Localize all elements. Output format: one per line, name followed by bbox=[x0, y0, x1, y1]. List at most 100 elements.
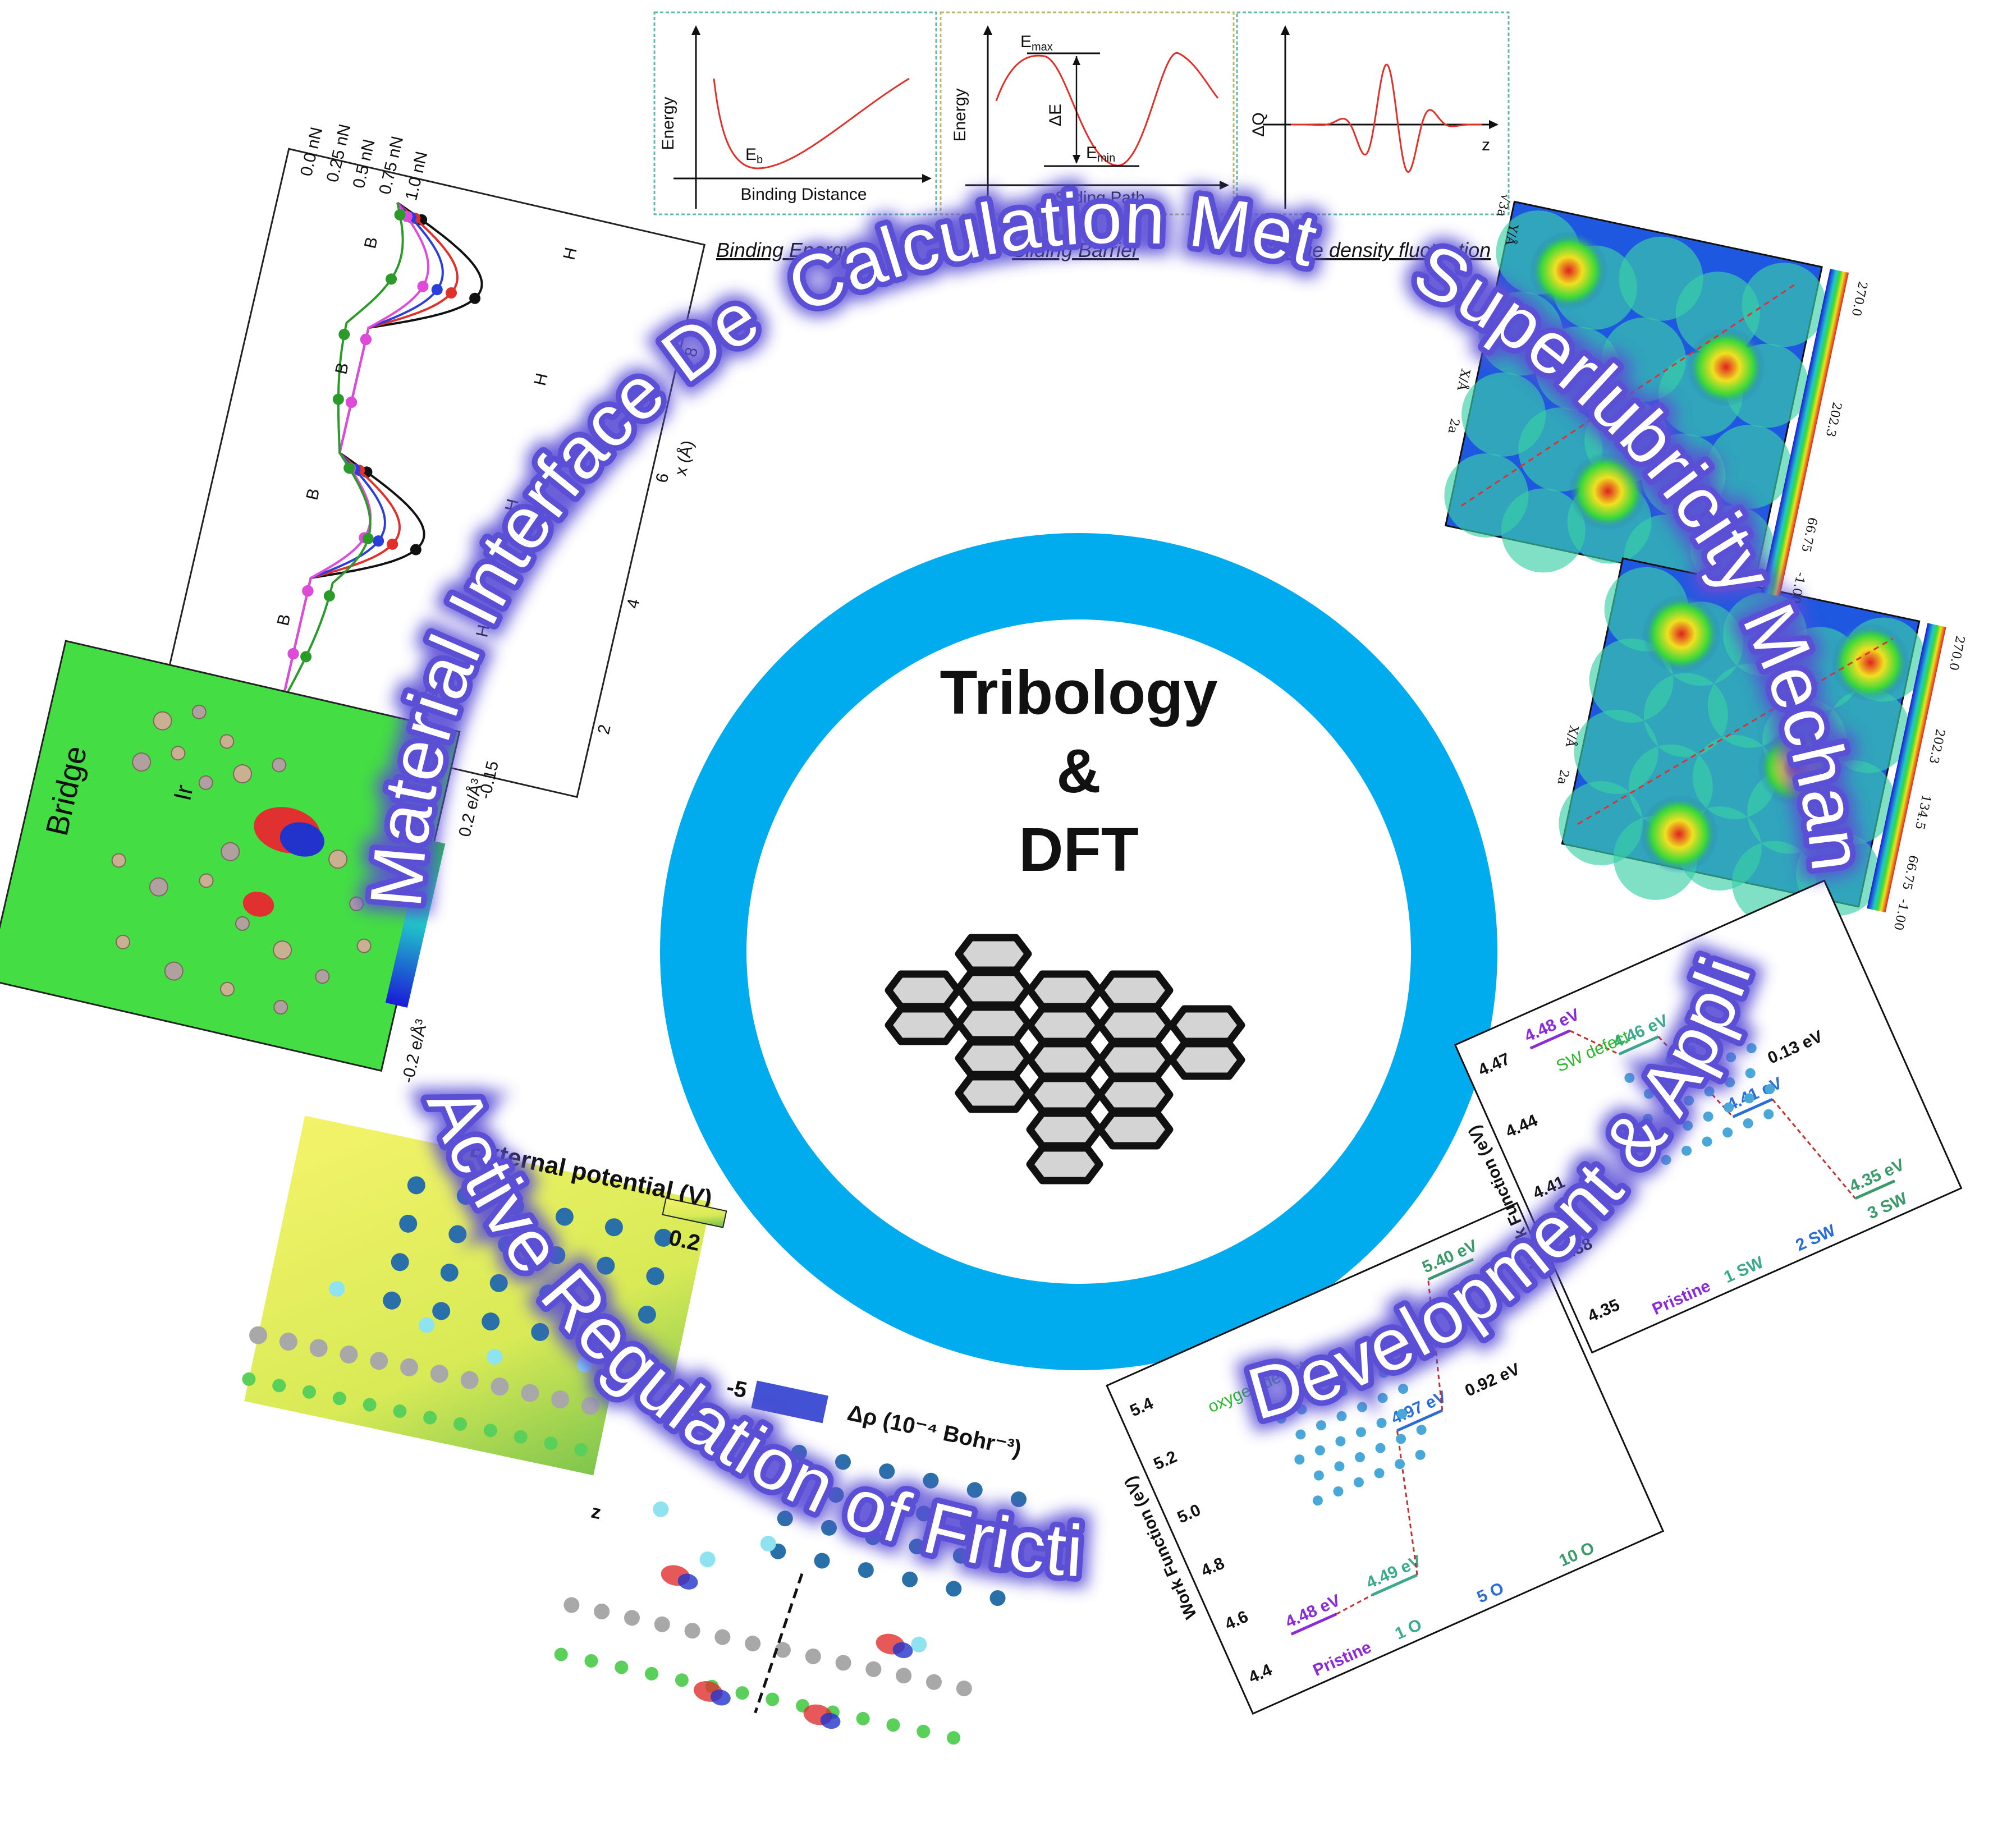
graphene-atom bbox=[1643, 1089, 1654, 1099]
lattice-atom bbox=[654, 1228, 672, 1247]
map-region bbox=[1643, 673, 1728, 757]
graphene-atom bbox=[896, 1668, 912, 1684]
graphene-atom bbox=[1333, 1486, 1344, 1496]
graphene-atom bbox=[1705, 1061, 1716, 1072]
lattice-atom bbox=[872, 1496, 888, 1512]
lattice-atom bbox=[489, 1274, 508, 1292]
h-atom bbox=[699, 1551, 716, 1568]
lattice-atom bbox=[456, 1187, 475, 1205]
connector bbox=[1657, 1036, 1734, 1118]
curve-marker bbox=[332, 393, 344, 405]
lattice-atom bbox=[448, 1225, 467, 1243]
binding-energy-panel: Energy Binding Distance Eb bbox=[653, 11, 937, 215]
atom bbox=[111, 853, 126, 868]
graphene-atom bbox=[1334, 1461, 1345, 1472]
graphene-atom bbox=[1744, 1093, 1754, 1104]
atom bbox=[233, 764, 253, 784]
hexagon-cell bbox=[955, 934, 1032, 974]
substrate-atom bbox=[735, 1686, 749, 1700]
hexagon-cell bbox=[955, 1038, 1032, 1078]
graphene-atom bbox=[1296, 1404, 1307, 1415]
graphene-atom bbox=[1358, 1376, 1368, 1387]
atom bbox=[164, 961, 184, 981]
atom bbox=[132, 752, 152, 772]
lattice-atom bbox=[902, 1571, 918, 1587]
substrate-atom bbox=[645, 1666, 659, 1681]
inner-white-disc bbox=[746, 619, 1411, 1284]
atom bbox=[219, 981, 235, 997]
charge-xlabel: z bbox=[1482, 136, 1490, 154]
sliding-emax: Emax bbox=[1020, 33, 1053, 53]
atom bbox=[191, 704, 207, 719]
sliding-xlabel: Sliding Path bbox=[1055, 189, 1145, 207]
substrate-atom bbox=[272, 1379, 286, 1393]
graphene-atom bbox=[1276, 1413, 1286, 1424]
external-potential-view: External potential (V) 0.2 bbox=[242, 1115, 727, 1488]
substrate-atom bbox=[675, 1673, 689, 1687]
graphene-atom bbox=[460, 1371, 479, 1389]
lattice-atom bbox=[835, 1454, 851, 1470]
path-line bbox=[1577, 637, 1894, 825]
atom bbox=[171, 746, 186, 761]
lattice-atom bbox=[828, 1487, 844, 1503]
cbar-bottom-label: -0.2 e/Å³ bbox=[398, 1018, 431, 1085]
charge-lobe-blue bbox=[711, 1690, 731, 1706]
graphene-atom bbox=[563, 1597, 580, 1613]
atom bbox=[221, 842, 240, 861]
substrate-atom bbox=[917, 1724, 931, 1738]
substrate-atom bbox=[554, 1647, 568, 1661]
substrate-atom bbox=[947, 1731, 961, 1745]
lattice-atom bbox=[865, 1529, 881, 1545]
substrate-atom bbox=[544, 1436, 558, 1450]
substrate-atom bbox=[886, 1718, 900, 1732]
hexagon-cell bbox=[1096, 1040, 1174, 1080]
substrate-atom bbox=[856, 1711, 870, 1725]
graphene-atom bbox=[1706, 1036, 1717, 1046]
graphene-atom bbox=[521, 1384, 539, 1402]
caption-sliding: Sliding Barrier bbox=[1012, 238, 1140, 261]
charge-lobe-blue bbox=[892, 1642, 913, 1659]
level-line bbox=[1854, 1179, 1896, 1200]
curve-marker bbox=[287, 648, 299, 660]
lattice-atom bbox=[539, 1284, 557, 1303]
graphene-atom bbox=[1743, 1118, 1753, 1129]
graphene-atom bbox=[1726, 1052, 1736, 1063]
graphene-atom bbox=[684, 1623, 700, 1639]
level-line bbox=[1618, 1035, 1660, 1056]
curve-marker bbox=[343, 462, 355, 474]
graphene-atom bbox=[1624, 1072, 1635, 1083]
lattice-atom bbox=[597, 1256, 615, 1275]
lattice-atom bbox=[1004, 1524, 1020, 1540]
atom bbox=[356, 938, 372, 953]
graphene-atom bbox=[279, 1333, 297, 1351]
h-atom bbox=[653, 1501, 669, 1517]
graphene-atom bbox=[1312, 1495, 1323, 1506]
curve-marker bbox=[386, 273, 397, 285]
curve-marker bbox=[323, 590, 335, 602]
curve-marker bbox=[302, 585, 314, 597]
lattice-atom bbox=[784, 1477, 800, 1494]
map-hotspot bbox=[1831, 623, 1910, 702]
substrate-atom bbox=[453, 1417, 468, 1431]
graphene-atom bbox=[925, 1674, 942, 1690]
cbar-top-label: 0.2 e/Å³ bbox=[455, 777, 487, 839]
graphene-atom bbox=[1665, 1054, 1676, 1065]
graphene-atom bbox=[1337, 1386, 1348, 1397]
lattice-atom bbox=[604, 1218, 623, 1237]
s1-cbar-max: 270.0 bbox=[1849, 280, 1870, 318]
caption-charge: Charge density fluctuation bbox=[1257, 238, 1491, 261]
atom bbox=[272, 757, 287, 773]
graphene-atom bbox=[1374, 1468, 1385, 1479]
graphene-atom bbox=[249, 1326, 268, 1344]
calculation-panels: Energy Binding Distance Eb Energy Slidin… bbox=[653, 11, 1510, 261]
graphene-atom bbox=[1722, 1127, 1733, 1138]
curve-marker bbox=[446, 287, 457, 299]
map-region bbox=[1501, 488, 1586, 573]
level-line bbox=[1427, 1258, 1474, 1281]
atom bbox=[273, 1000, 288, 1015]
graphene-atom bbox=[1335, 1436, 1346, 1447]
atom bbox=[273, 940, 292, 960]
h-atom bbox=[760, 1535, 776, 1551]
